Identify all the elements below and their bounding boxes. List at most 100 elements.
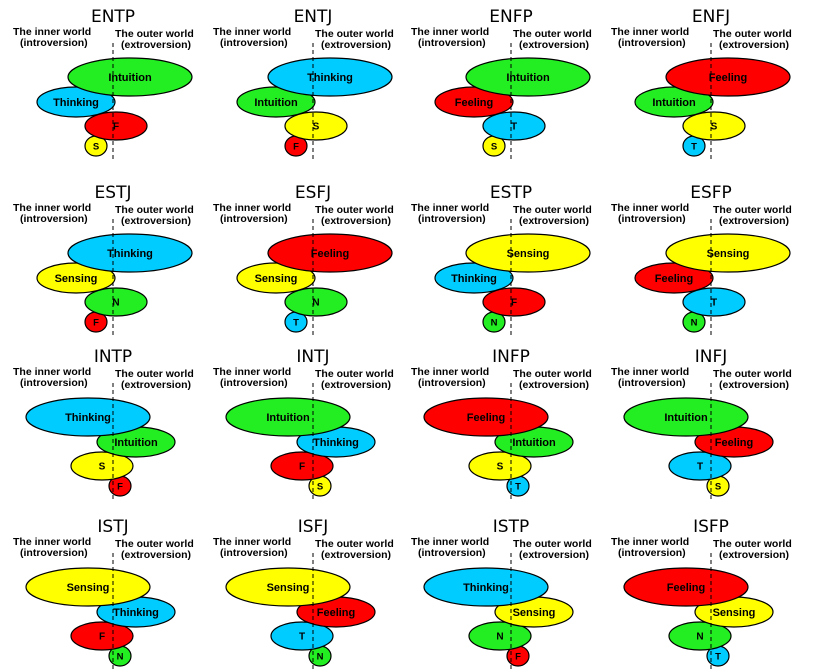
extroversion-label: (extroversion) xyxy=(321,215,391,227)
introversion-label: (introversion) xyxy=(418,213,486,225)
type-panel-isfp: ISFP The inner world(introversion) The out… xyxy=(611,517,792,670)
function-ellipse-intuition xyxy=(67,57,193,97)
function-ellipse-sensing xyxy=(465,233,591,273)
function-letter: N xyxy=(491,317,498,328)
type-panel-isfj: ISFJ The inner world(introversion) The out… xyxy=(213,517,394,670)
function-label: Feeling xyxy=(467,412,506,424)
extroversion-label: (extroversion) xyxy=(719,549,789,561)
outer-world-label: The outer world xyxy=(713,368,792,380)
function-letter: F xyxy=(293,141,299,152)
extroversion-label: (extroversion) xyxy=(719,215,789,227)
function-letter: S xyxy=(711,122,718,133)
introversion-label: (introversion) xyxy=(20,377,88,389)
function-ellipse-thinking xyxy=(270,621,334,651)
type-title: ESTP xyxy=(490,183,532,203)
introversion-label: (introversion) xyxy=(418,377,486,389)
function-label: Sensing xyxy=(67,582,110,594)
function-letter: N xyxy=(312,298,319,309)
function-letter: N xyxy=(696,632,703,643)
function-letter: F xyxy=(93,317,99,328)
outer-world-label: The outer world xyxy=(315,368,394,380)
function-letter: N xyxy=(691,317,698,328)
function-label: Feeling xyxy=(311,248,350,260)
extroversion-label: (extroversion) xyxy=(121,549,191,561)
function-label: Thinking xyxy=(313,437,359,449)
inner-world-label: The inner world xyxy=(611,536,689,548)
function-label: Sensing xyxy=(513,607,556,619)
function-letter: N xyxy=(112,298,119,309)
type-panel-estj: ESTJ The inner world(introversion) The out… xyxy=(13,183,194,336)
function-label: Thinking xyxy=(53,97,99,109)
type-title: INFJ xyxy=(695,347,728,367)
outer-world-label: The outer world xyxy=(115,538,194,550)
function-letter: T xyxy=(697,462,703,473)
function-letter: F xyxy=(511,298,517,309)
outer-world-label: The outer world xyxy=(513,538,592,550)
extroversion-label: (extroversion) xyxy=(321,549,391,561)
function-letter: S xyxy=(93,141,99,152)
introversion-label: (introversion) xyxy=(618,37,686,49)
function-label: Sensing xyxy=(267,582,310,594)
function-ellipse-sensing xyxy=(284,111,348,141)
inner-world-label: The inner world xyxy=(213,536,291,548)
function-ellipse-sensing xyxy=(665,233,791,273)
function-ellipse-intuition xyxy=(84,287,148,317)
introversion-label: (introversion) xyxy=(220,213,288,225)
function-label: Thinking xyxy=(107,248,153,260)
outer-world-label: The outer world xyxy=(115,204,194,216)
outer-world-label: The outer world xyxy=(713,538,792,550)
function-ellipse-intuition xyxy=(623,397,749,437)
type-title: ENTJ xyxy=(294,7,333,27)
function-letter: N xyxy=(117,651,124,662)
inner-world-label: The inner world xyxy=(13,202,91,214)
function-ellipse-intuition xyxy=(225,397,351,437)
function-letter: T xyxy=(511,122,517,133)
function-label: Intuition xyxy=(512,437,556,449)
function-label: Intuition xyxy=(506,72,550,84)
function-label: Thinking xyxy=(463,582,509,594)
type-title: ISFJ xyxy=(298,517,329,537)
function-ellipse-sensing xyxy=(70,451,134,481)
extroversion-label: (extroversion) xyxy=(719,39,789,51)
introversion-label: (introversion) xyxy=(220,377,288,389)
function-letter: S xyxy=(313,122,320,133)
extroversion-label: (extroversion) xyxy=(519,215,589,227)
type-title: INFP xyxy=(492,347,530,367)
inner-world-label: The inner world xyxy=(13,26,91,38)
function-letter: F xyxy=(117,481,123,492)
function-label: Feeling xyxy=(455,97,494,109)
function-ellipse-thinking xyxy=(482,111,546,141)
function-letter: S xyxy=(491,141,497,152)
function-label: Sensing xyxy=(255,273,298,285)
function-label: Sensing xyxy=(55,273,98,285)
inner-world-label: The inner world xyxy=(611,202,689,214)
function-letter: T xyxy=(515,481,521,492)
type-title: INTJ xyxy=(296,347,329,367)
extroversion-label: (extroversion) xyxy=(321,379,391,391)
type-title: ENFJ xyxy=(692,7,730,27)
type-panel-istj: ISTJ The inner world(introversion) The out… xyxy=(13,517,194,670)
introversion-label: (introversion) xyxy=(618,377,686,389)
function-ellipse-intuition xyxy=(468,621,532,651)
introversion-label: (introversion) xyxy=(618,213,686,225)
function-letter: S xyxy=(715,481,721,492)
inner-world-label: The inner world xyxy=(13,536,91,548)
type-title: ESTJ xyxy=(95,183,132,203)
inner-world-label: The inner world xyxy=(213,26,291,38)
type-title: ESFP xyxy=(690,183,732,203)
inner-world-label: The inner world xyxy=(213,202,291,214)
function-label: Sensing xyxy=(507,248,550,260)
function-letter: N xyxy=(317,651,324,662)
type-panel-esfj: ESFJ The inner world(introversion) The out… xyxy=(213,183,394,336)
type-title: ISTJ xyxy=(97,517,128,537)
outer-world-label: The outer world xyxy=(315,204,394,216)
function-letter: F xyxy=(515,651,521,662)
function-ellipse-thinking xyxy=(668,451,732,481)
function-letter: S xyxy=(99,462,106,473)
